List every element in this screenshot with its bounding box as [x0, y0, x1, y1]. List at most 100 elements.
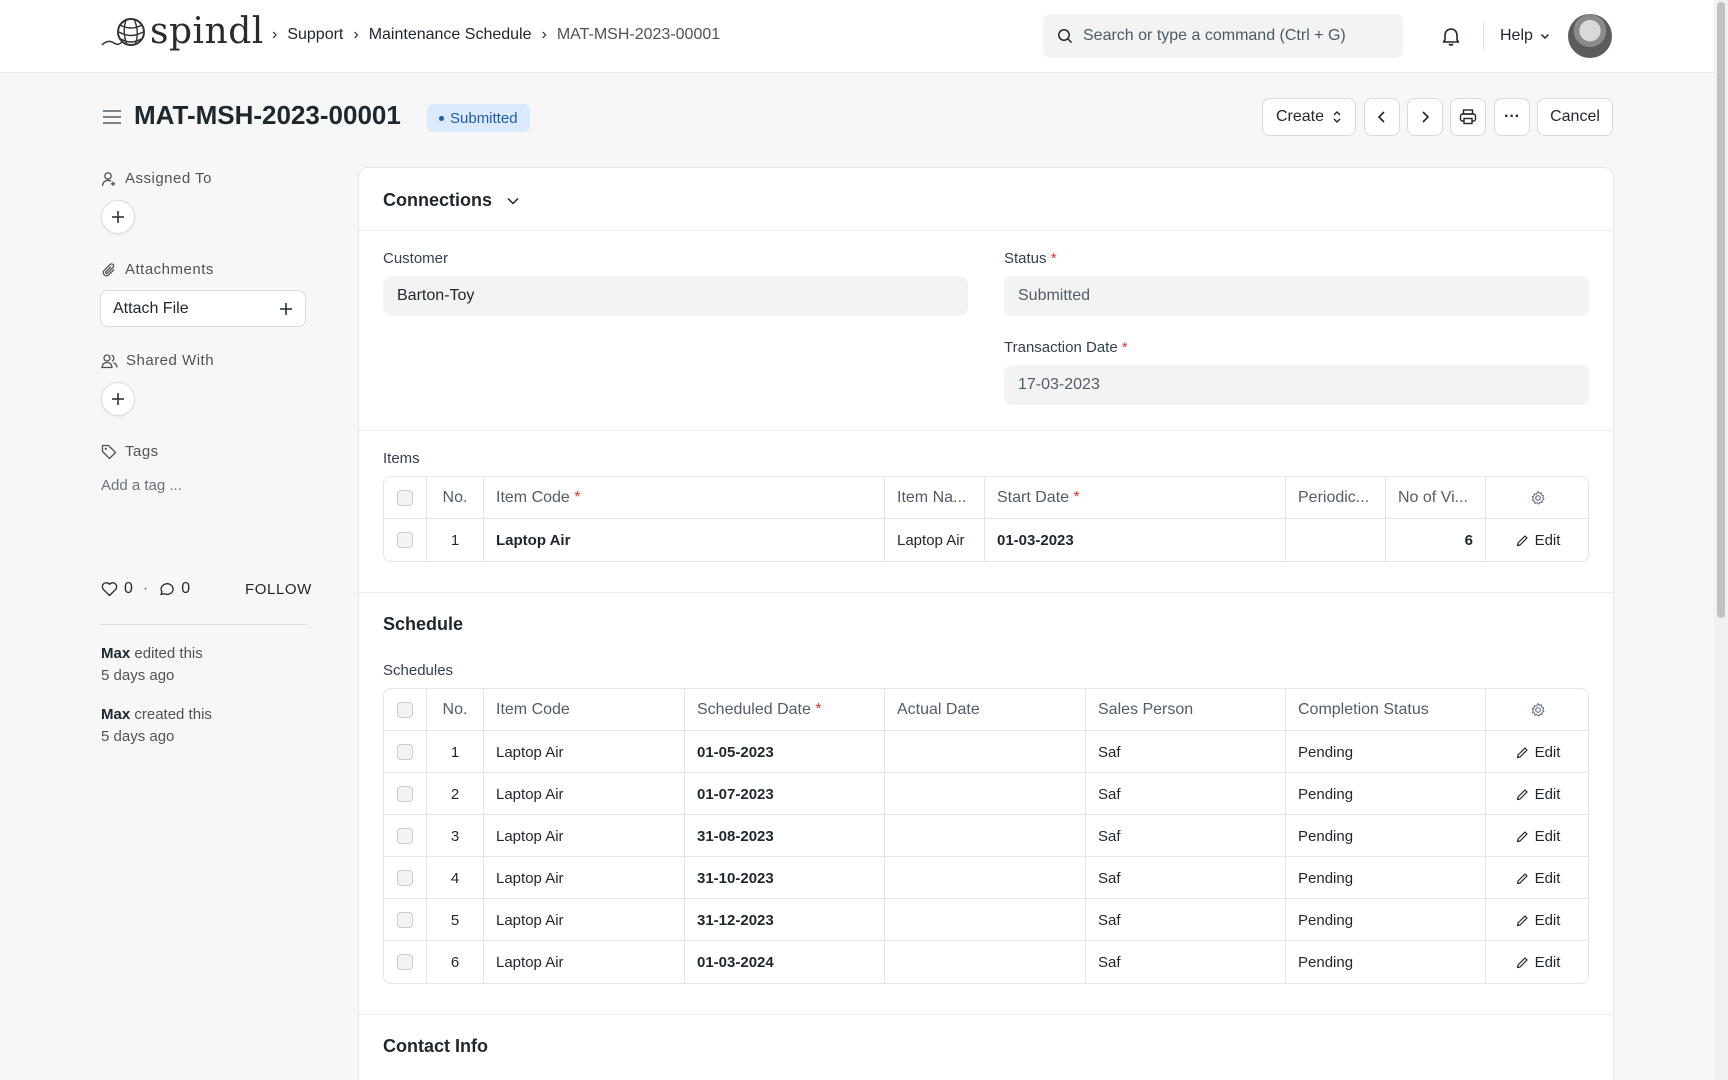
comment-icon[interactable]	[158, 581, 175, 597]
cell-sales-person[interactable]: Saf	[1086, 857, 1286, 899]
edit-row-button[interactable]: Edit	[1516, 954, 1560, 971]
cell-actual-date[interactable]	[885, 899, 1086, 941]
avatar[interactable]	[1568, 14, 1612, 58]
cell-completion-status[interactable]: Pending	[1286, 731, 1486, 773]
search-bar[interactable]	[1043, 14, 1403, 58]
cell-actual-date[interactable]	[885, 773, 1086, 815]
cell-sales-person[interactable]: Saf	[1086, 899, 1286, 941]
edit-row-button[interactable]: Edit	[1516, 532, 1560, 549]
cell-periodicity[interactable]	[1286, 519, 1386, 561]
edit-row-button[interactable]: Edit	[1516, 870, 1560, 887]
cell-sales-person[interactable]: Saf	[1086, 731, 1286, 773]
header-no-of-visits[interactable]: No of Vi...	[1386, 477, 1486, 519]
table-row[interactable]: 2 Laptop Air 01-07-2023 Saf Pending Edit	[384, 773, 1588, 815]
table-row[interactable]: 4 Laptop Air 31-10-2023 Saf Pending Edit	[384, 857, 1588, 899]
cell-scheduled-date[interactable]: 01-05-2023	[685, 731, 885, 773]
select-all-checkbox[interactable]	[397, 490, 413, 506]
gear-icon[interactable]	[1530, 702, 1546, 718]
header-completion-status[interactable]: Completion Status	[1286, 689, 1486, 731]
cell-sales-person[interactable]: Saf	[1086, 815, 1286, 857]
add-tag-link[interactable]: Add a tag ...	[101, 477, 182, 494]
cell-item-code[interactable]: Laptop Air	[484, 899, 685, 941]
menu-icon[interactable]	[102, 108, 122, 126]
row-checkbox[interactable]	[397, 828, 413, 844]
cell-item-code[interactable]: Laptop Air	[484, 773, 685, 815]
cell-completion-status[interactable]: Pending	[1286, 941, 1486, 983]
breadcrumb-maintenance-schedule[interactable]: Maintenance Schedule	[368, 26, 532, 43]
row-checkbox[interactable]	[397, 954, 413, 970]
edit-row-button[interactable]: Edit	[1516, 786, 1560, 803]
table-row[interactable]: 6 Laptop Air 01-03-2024 Saf Pending Edit	[384, 941, 1588, 983]
previous-button[interactable]	[1364, 98, 1400, 136]
page-scrollbar[interactable]	[1714, 0, 1728, 1080]
create-button[interactable]: Create	[1262, 98, 1356, 136]
follow-button[interactable]: FOLLOW	[245, 581, 312, 598]
print-button[interactable]	[1450, 98, 1486, 136]
cell-scheduled-date[interactable]: 31-08-2023	[685, 815, 885, 857]
header-start-date[interactable]: Start Date *	[985, 477, 1286, 519]
cell-item-code[interactable]: Laptop Air	[484, 519, 885, 561]
cell-sales-person[interactable]: Saf	[1086, 773, 1286, 815]
cell-item-name[interactable]: Laptop Air	[885, 519, 985, 561]
activity-user[interactable]: Max	[101, 645, 131, 662]
select-all-checkbox[interactable]	[397, 702, 413, 718]
bell-icon[interactable]	[1440, 25, 1462, 47]
cell-scheduled-date[interactable]: 01-07-2023	[685, 773, 885, 815]
row-checkbox[interactable]	[397, 532, 413, 548]
cell-completion-status[interactable]: Pending	[1286, 857, 1486, 899]
cell-start-date[interactable]: 01-03-2023	[985, 519, 1286, 561]
breadcrumb-current[interactable]: MAT-MSH-2023-00001	[556, 26, 721, 43]
cell-actual-date[interactable]	[885, 815, 1086, 857]
connections-toggle[interactable]: Connections	[383, 190, 520, 211]
header-actual-date[interactable]: Actual Date	[885, 689, 1086, 731]
cell-sales-person[interactable]: Saf	[1086, 941, 1286, 983]
row-checkbox[interactable]	[397, 870, 413, 886]
cell-completion-status[interactable]: Pending	[1286, 899, 1486, 941]
cell-no-of-visits[interactable]: 6	[1386, 519, 1486, 561]
breadcrumb-support[interactable]: Support	[287, 26, 344, 43]
header-periodicity[interactable]: Periodic...	[1286, 477, 1386, 519]
cell-scheduled-date[interactable]: 31-12-2023	[685, 899, 885, 941]
heart-icon[interactable]	[101, 581, 118, 597]
cell-item-code[interactable]: Laptop Air	[484, 815, 685, 857]
header-item-name[interactable]: Item Na...	[885, 477, 985, 519]
cell-item-code[interactable]: Laptop Air	[484, 941, 685, 983]
search-input[interactable]	[1083, 27, 1383, 45]
edit-row-button[interactable]: Edit	[1516, 744, 1560, 761]
header-sales-person[interactable]: Sales Person	[1086, 689, 1286, 731]
scrollbar-thumb[interactable]	[1717, 2, 1725, 618]
table-row[interactable]: 5 Laptop Air 31-12-2023 Saf Pending Edit	[384, 899, 1588, 941]
customer-field[interactable]: Barton-Toy	[383, 276, 968, 316]
table-row[interactable]: 1 Laptop Air 01-05-2023 Saf Pending Edit	[384, 731, 1588, 773]
help-dropdown[interactable]: Help	[1500, 27, 1551, 45]
cell-item-code[interactable]: Laptop Air	[484, 731, 685, 773]
cell-actual-date[interactable]	[885, 941, 1086, 983]
activity-user[interactable]: Max	[101, 706, 131, 723]
header-item-code[interactable]: Item Code *	[484, 477, 885, 519]
cell-completion-status[interactable]: Pending	[1286, 773, 1486, 815]
logo[interactable]: spindl	[100, 14, 264, 50]
header-scheduled-date[interactable]: Scheduled Date *	[685, 689, 885, 731]
cell-scheduled-date[interactable]: 31-10-2023	[685, 857, 885, 899]
more-options-button[interactable]: ···	[1494, 98, 1530, 136]
add-assignee-button[interactable]	[101, 200, 135, 234]
table-row[interactable]: 3 Laptop Air 31-08-2023 Saf Pending Edit	[384, 815, 1588, 857]
row-checkbox[interactable]	[397, 786, 413, 802]
row-checkbox[interactable]	[397, 912, 413, 928]
edit-row-button[interactable]: Edit	[1516, 828, 1560, 845]
cell-completion-status[interactable]: Pending	[1286, 815, 1486, 857]
add-share-button[interactable]	[101, 382, 135, 416]
table-row[interactable]: 1 Laptop Air Laptop Air 01-03-2023 6 Edi…	[384, 519, 1588, 561]
cell-scheduled-date[interactable]: 01-03-2024	[685, 941, 885, 983]
row-checkbox[interactable]	[397, 744, 413, 760]
cell-actual-date[interactable]	[885, 731, 1086, 773]
edit-row-button[interactable]: Edit	[1516, 912, 1560, 929]
header-item-code[interactable]: Item Code	[484, 689, 685, 731]
row-no: 1	[427, 731, 484, 773]
cell-item-code[interactable]: Laptop Air	[484, 857, 685, 899]
next-button[interactable]	[1407, 98, 1443, 136]
attach-file-button[interactable]: Attach File	[100, 290, 306, 327]
cell-actual-date[interactable]	[885, 857, 1086, 899]
cancel-button[interactable]: Cancel	[1537, 98, 1613, 136]
gear-icon[interactable]	[1530, 490, 1546, 506]
